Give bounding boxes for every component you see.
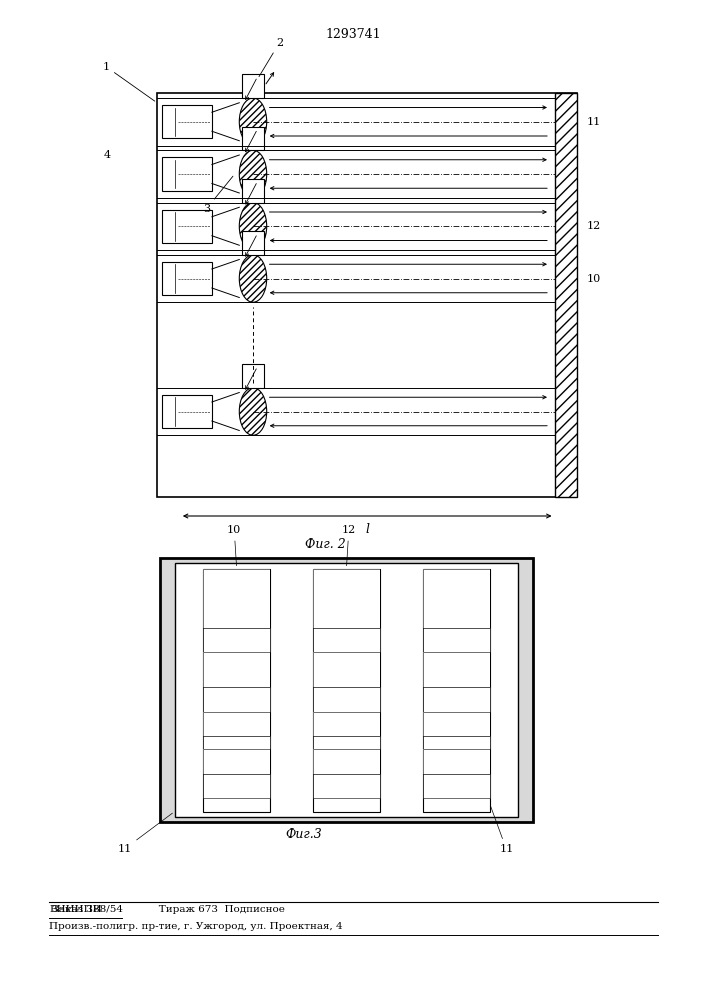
Text: 10: 10 <box>587 273 601 284</box>
Text: 2: 2 <box>259 38 283 77</box>
Bar <box>204 628 270 652</box>
Bar <box>423 712 490 736</box>
Bar <box>313 712 380 736</box>
Bar <box>204 568 270 628</box>
Bar <box>242 179 264 202</box>
Bar <box>162 395 212 428</box>
Text: Заказ 388/54           Тираж 673  Подписное: Заказ 388/54 Тираж 673 Подписное <box>49 905 286 914</box>
Text: Произв.-полигр. пр-тие, г. Ужгород, ул. Проектная, 4: Произв.-полигр. пр-тие, г. Ужгород, ул. … <box>49 922 343 931</box>
Bar <box>313 774 380 798</box>
Bar <box>423 568 490 812</box>
Text: 3: 3 <box>203 176 233 214</box>
Bar <box>423 712 490 736</box>
Ellipse shape <box>239 202 267 250</box>
Bar <box>204 712 270 736</box>
Bar <box>423 749 490 774</box>
Bar <box>423 687 490 712</box>
Text: 1: 1 <box>103 62 155 101</box>
Text: 12: 12 <box>587 221 601 231</box>
Bar <box>423 568 490 628</box>
Bar <box>204 774 270 798</box>
Bar <box>204 712 270 736</box>
Bar <box>313 628 380 652</box>
Bar <box>242 74 264 98</box>
Bar <box>162 210 212 243</box>
Bar <box>242 364 264 388</box>
Bar <box>242 231 264 255</box>
Bar <box>162 105 212 138</box>
Text: 1293741: 1293741 <box>326 28 381 41</box>
Bar <box>423 628 490 652</box>
Text: Фиг. 2: Фиг. 2 <box>305 538 346 551</box>
Text: 11: 11 <box>587 117 601 127</box>
Bar <box>204 687 270 712</box>
Bar <box>423 749 490 774</box>
Text: ВНИИПИ: ВНИИПИ <box>49 905 102 914</box>
Bar <box>313 568 380 812</box>
Bar <box>313 652 380 687</box>
Text: Фиг.3: Фиг.3 <box>286 828 322 841</box>
Bar <box>313 568 380 628</box>
Bar <box>162 157 212 191</box>
Text: 4: 4 <box>103 150 110 160</box>
Bar <box>554 93 578 497</box>
Bar <box>423 652 490 687</box>
Bar <box>313 652 380 687</box>
Bar <box>313 749 380 774</box>
Text: l: l <box>366 523 369 536</box>
Ellipse shape <box>239 98 267 145</box>
Bar <box>204 652 270 687</box>
Bar <box>204 652 270 687</box>
Bar <box>423 568 490 628</box>
Text: 11: 11 <box>491 806 513 854</box>
Text: 11: 11 <box>117 813 173 854</box>
Bar <box>204 749 270 774</box>
Bar <box>204 736 270 749</box>
Bar <box>204 749 270 774</box>
Bar <box>204 568 270 628</box>
Bar <box>423 774 490 798</box>
Ellipse shape <box>239 150 267 198</box>
Text: 10: 10 <box>227 525 241 566</box>
Text: 12: 12 <box>341 525 356 566</box>
Bar <box>423 652 490 687</box>
Bar <box>313 687 380 712</box>
Bar <box>157 93 578 497</box>
Ellipse shape <box>239 255 267 302</box>
Bar <box>242 126 264 150</box>
Bar <box>423 736 490 749</box>
Bar <box>204 568 270 812</box>
Bar <box>313 568 380 628</box>
Ellipse shape <box>239 388 267 435</box>
Bar <box>313 712 380 736</box>
Bar <box>313 749 380 774</box>
Bar <box>162 262 212 295</box>
Bar <box>313 736 380 749</box>
